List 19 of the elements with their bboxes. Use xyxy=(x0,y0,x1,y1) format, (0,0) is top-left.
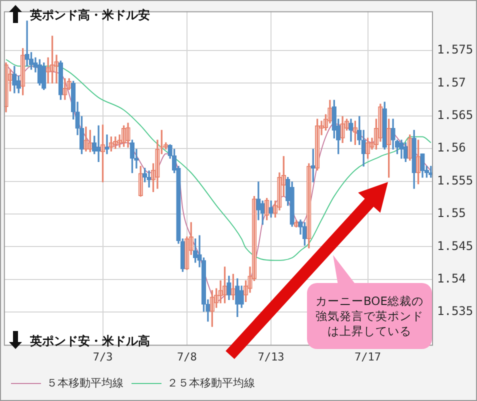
y-tick-label: 1.575 xyxy=(437,42,474,57)
x-tick-label: 7/8 xyxy=(176,350,197,364)
line-series xyxy=(6,59,432,261)
y-tick-label: 1.57 xyxy=(437,75,466,90)
y-tick-label: 1.555 xyxy=(437,173,474,188)
x-tick-label: 7/17 xyxy=(354,350,382,364)
y-tick-label: 1.545 xyxy=(437,238,474,253)
annotation: 英ポンド安・米ドル高 xyxy=(30,333,150,350)
y-tick-label: 1.55 xyxy=(437,206,466,220)
speech-bubble: カーニーBOE総裁の強気発言で英ポンドは上昇している xyxy=(307,283,432,349)
y-tick-label: 1.56 xyxy=(437,140,466,155)
y-tick-label: 1.54 xyxy=(437,272,466,286)
x-tick-label: 7/3 xyxy=(92,350,113,364)
legend-label: ５本移動平均線 xyxy=(46,376,124,390)
x-tick-label: 7/13 xyxy=(258,350,284,364)
legend-label: ２５本移動平均線 xyxy=(167,376,255,390)
annotation: 英ポンド高・米ドル安 xyxy=(30,7,150,24)
y-tick-label: 1.535 xyxy=(437,304,474,318)
y-tick-label: 1.565 xyxy=(437,108,474,122)
